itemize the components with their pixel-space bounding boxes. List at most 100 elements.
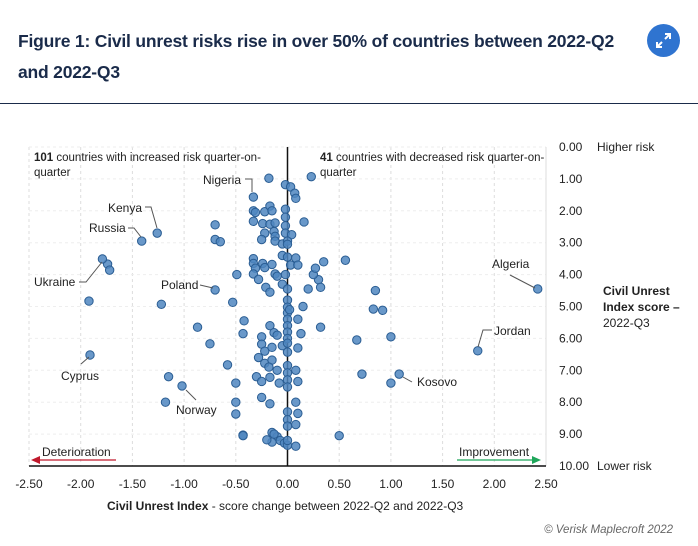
data-point[interactable] bbox=[357, 369, 367, 379]
data-point[interactable] bbox=[160, 397, 171, 407]
data-point[interactable] bbox=[318, 257, 329, 267]
data-point[interactable] bbox=[104, 265, 115, 275]
data-point[interactable] bbox=[250, 207, 261, 218]
data-point[interactable] bbox=[280, 204, 291, 214]
data-point[interactable] bbox=[267, 342, 277, 353]
data-point[interactable] bbox=[370, 285, 381, 296]
increased-count: 101 bbox=[34, 152, 54, 164]
data-point-jordan[interactable] bbox=[473, 346, 483, 356]
data-point[interactable] bbox=[227, 297, 238, 308]
data-point[interactable] bbox=[299, 217, 309, 227]
data-point[interactable] bbox=[386, 378, 396, 388]
data-point[interactable] bbox=[282, 435, 293, 446]
data-point[interactable] bbox=[377, 305, 388, 316]
data-point[interactable] bbox=[272, 365, 282, 375]
data-point[interactable] bbox=[264, 362, 274, 372]
data-point[interactable] bbox=[256, 392, 267, 403]
data-point[interactable] bbox=[253, 352, 264, 363]
data-point[interactable] bbox=[293, 343, 303, 353]
data-point[interactable] bbox=[238, 328, 248, 339]
data-point[interactable] bbox=[267, 206, 277, 216]
data-point[interactable] bbox=[298, 301, 308, 312]
data-point[interactable] bbox=[265, 287, 275, 297]
data-point[interactable] bbox=[334, 430, 344, 441]
data-point[interactable] bbox=[274, 378, 284, 388]
data-point[interactable] bbox=[260, 346, 270, 356]
leader-line-ukraine bbox=[79, 261, 103, 283]
data-point[interactable] bbox=[264, 173, 274, 183]
decreased-text: countries with decreased risk quarter-on… bbox=[333, 152, 545, 164]
data-point[interactable] bbox=[163, 371, 174, 382]
data-point[interactable] bbox=[291, 397, 301, 407]
data-point-algeria[interactable] bbox=[533, 284, 543, 294]
data-point[interactable] bbox=[210, 220, 220, 230]
y-top-label: Higher risk bbox=[597, 140, 655, 154]
data-point[interactable] bbox=[239, 316, 249, 326]
data-point[interactable] bbox=[280, 269, 291, 280]
data-point[interactable] bbox=[192, 322, 203, 332]
data-point-russia[interactable] bbox=[137, 236, 147, 246]
data-point[interactable] bbox=[368, 304, 379, 314]
data-point[interactable] bbox=[293, 376, 303, 387]
data-point-poland[interactable] bbox=[210, 285, 220, 295]
data-point[interactable] bbox=[291, 441, 301, 451]
data-point[interactable] bbox=[280, 212, 291, 222]
data-point[interactable] bbox=[386, 332, 396, 342]
data-point[interactable] bbox=[282, 338, 293, 348]
data-point-nigeria[interactable] bbox=[248, 192, 259, 202]
data-point[interactable] bbox=[303, 284, 313, 294]
data-point[interactable] bbox=[291, 365, 301, 375]
data-point[interactable] bbox=[270, 218, 280, 228]
data-point[interactable] bbox=[310, 263, 321, 273]
data-point-cyprus[interactable] bbox=[85, 350, 95, 360]
data-point-ukraine[interactable] bbox=[97, 254, 108, 264]
data-point[interactable] bbox=[231, 397, 241, 407]
data-point[interactable] bbox=[262, 435, 272, 445]
data-point[interactable] bbox=[253, 274, 264, 285]
data-point[interactable] bbox=[256, 234, 267, 245]
data-point[interactable] bbox=[238, 430, 248, 441]
data-point[interactable] bbox=[231, 409, 241, 419]
data-point[interactable] bbox=[293, 314, 303, 324]
data-point[interactable] bbox=[272, 271, 282, 281]
data-point[interactable] bbox=[269, 429, 279, 439]
data-point[interactable] bbox=[156, 299, 167, 309]
data-point[interactable] bbox=[282, 252, 293, 262]
data-point[interactable] bbox=[315, 322, 326, 332]
data-point[interactable] bbox=[306, 171, 316, 182]
data-point[interactable] bbox=[205, 339, 215, 349]
data-point[interactable] bbox=[352, 335, 362, 345]
data-point[interactable] bbox=[284, 304, 295, 315]
data-point[interactable] bbox=[282, 284, 293, 294]
data-point[interactable] bbox=[291, 419, 301, 430]
data-point[interactable] bbox=[340, 255, 351, 265]
data-point[interactable] bbox=[282, 407, 293, 417]
data-point[interactable] bbox=[282, 421, 293, 431]
data-point[interactable] bbox=[296, 328, 306, 339]
data-point-kosovo[interactable] bbox=[394, 369, 404, 379]
data-point[interactable] bbox=[282, 239, 293, 249]
y-tick-label: 1.00 bbox=[559, 172, 583, 186]
data-point[interactable] bbox=[231, 378, 241, 388]
data-point[interactable] bbox=[272, 330, 282, 340]
data-point[interactable] bbox=[222, 360, 233, 370]
expand-button[interactable] bbox=[647, 24, 680, 57]
data-point[interactable] bbox=[315, 282, 326, 293]
data-point[interactable] bbox=[293, 260, 303, 270]
data-point[interactable] bbox=[232, 269, 242, 280]
data-point[interactable] bbox=[84, 296, 94, 306]
data-point-norway[interactable] bbox=[177, 381, 187, 391]
data-point[interactable] bbox=[248, 216, 259, 227]
data-point[interactable] bbox=[265, 399, 275, 409]
data-point[interactable] bbox=[282, 347, 293, 357]
data-point[interactable] bbox=[265, 320, 275, 331]
data-point[interactable] bbox=[265, 372, 275, 383]
data-point[interactable] bbox=[293, 408, 303, 419]
data-point[interactable] bbox=[282, 382, 293, 392]
data-point[interactable] bbox=[256, 376, 267, 387]
data-point[interactable] bbox=[215, 237, 225, 247]
x-tick-label: 1.00 bbox=[379, 477, 403, 491]
data-point[interactable] bbox=[267, 259, 277, 270]
data-point[interactable] bbox=[291, 193, 301, 204]
data-point-kenya[interactable] bbox=[152, 228, 162, 238]
